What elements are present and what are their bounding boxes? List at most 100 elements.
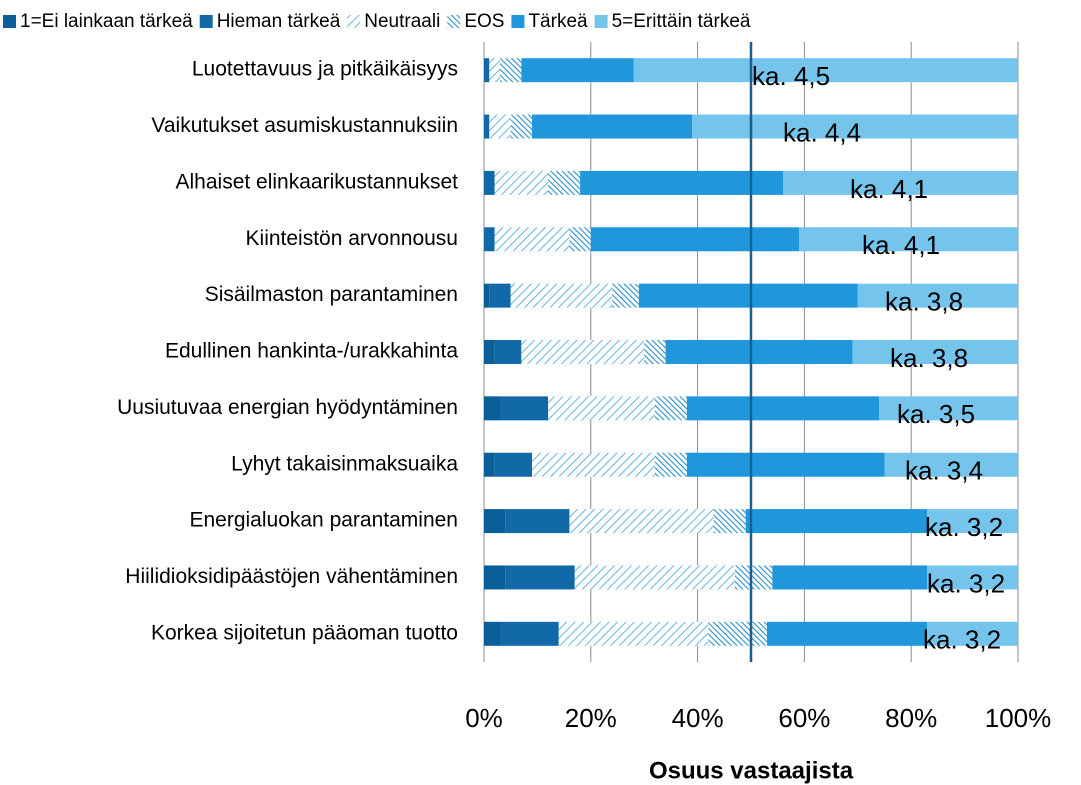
- bar-segment: [484, 114, 490, 139]
- bar-segment: [510, 283, 613, 308]
- x-tick-label: 60%: [778, 703, 830, 733]
- legend-swatch: [3, 15, 16, 28]
- bar-segment: [505, 509, 570, 534]
- bar-segment: [489, 283, 511, 308]
- bar-segment: [927, 565, 1018, 590]
- bar-segment: [500, 396, 549, 421]
- legend-label: Tärkeä: [528, 11, 588, 32]
- bar-segment: [879, 396, 1018, 421]
- bar-segment: [484, 396, 501, 421]
- legend-swatch: [199, 15, 213, 28]
- x-tick-label: 20%: [565, 703, 617, 733]
- annotation: ka. 4,5: [752, 61, 830, 91]
- bar-segment: [708, 621, 768, 646]
- annotation: ka. 3,2: [923, 625, 1001, 655]
- bar-segment: [580, 170, 784, 195]
- bar-segment: [686, 452, 885, 477]
- bar-segment: [484, 170, 495, 195]
- annotation: ka. 3,8: [890, 343, 968, 373]
- bar-segment: [767, 621, 928, 646]
- legend-swatch: [511, 15, 525, 28]
- x-tick-label: 0%: [465, 703, 503, 733]
- bar-segment: [532, 114, 693, 139]
- bar-segment: [665, 340, 853, 364]
- bar-segment: [734, 565, 773, 590]
- x-tick-label: 40%: [672, 703, 724, 733]
- legend-swatch: [594, 15, 608, 28]
- bar-segment: [686, 396, 880, 421]
- bar-segment: [489, 58, 501, 83]
- bar-segment: [783, 170, 1018, 195]
- x-axis-label: Osuus vastaajista: [649, 757, 854, 784]
- bar-segment: [484, 227, 495, 252]
- x-tick-label: 100%: [985, 703, 1052, 733]
- bar-segment: [574, 565, 735, 590]
- bar-segment: [852, 340, 1018, 364]
- annotation: ka. 4,1: [862, 230, 940, 260]
- bar-segment: [638, 283, 858, 308]
- bar-segment: [521, 340, 645, 364]
- bar-segment: [857, 283, 1018, 308]
- legend-label: Hieman tärkeä: [217, 11, 341, 32]
- bar-segment: [558, 621, 709, 646]
- bar-segment: [484, 452, 495, 477]
- bar-segment: [927, 621, 1018, 646]
- category-label: Vaikutukset asumiskustannuksiin: [151, 114, 458, 137]
- bar-segment: [548, 396, 655, 421]
- bar-segment: [569, 227, 591, 252]
- bar-segment: [500, 58, 522, 83]
- bar-segment: [590, 227, 800, 252]
- category-label: Hiilidioksidipäästöjen vähentäminen: [125, 565, 458, 588]
- bar-segment: [494, 170, 549, 195]
- legend-label: 1=Ei lainkaan tärkeä: [20, 11, 193, 32]
- bar-segment: [644, 340, 666, 364]
- bar-segment: [484, 621, 501, 646]
- bar-segment: [484, 340, 495, 364]
- bar-segment: [654, 452, 687, 477]
- category-label: Sisäilmaston parantaminen: [205, 283, 458, 306]
- bar-segment: [713, 509, 746, 534]
- annotation: ka. 3,8: [885, 287, 963, 317]
- bar-segment: [494, 227, 570, 252]
- bar-segment: [884, 452, 1018, 477]
- bar-segment: [927, 509, 1018, 534]
- category-label: Kiinteistön arvonnousu: [246, 227, 458, 250]
- legend-label: Neutraali: [364, 11, 440, 32]
- bar-segment: [633, 58, 1018, 83]
- legend-label: 5=Erittäin tärkeä: [612, 11, 751, 32]
- bar-segment: [548, 170, 581, 195]
- bar-segment: [772, 565, 928, 590]
- annotation: ka. 4,4: [783, 117, 861, 147]
- bar-segment: [505, 565, 575, 590]
- category-label: Alhaiset elinkaarikustannukset: [176, 170, 459, 193]
- bar-segment: [500, 621, 559, 646]
- bar-segment: [745, 509, 928, 534]
- annotation: ka. 3,2: [927, 568, 1005, 598]
- category-label: Energialuokan parantaminen: [189, 509, 458, 532]
- bar-segment: [654, 396, 687, 421]
- category-label: Uusiutuvaa energian hyödyntäminen: [117, 396, 458, 419]
- annotation: ka. 3,5: [897, 399, 975, 429]
- bar-segment: [510, 114, 533, 139]
- legend-swatch: [347, 15, 361, 28]
- category-label: Edullinen hankinta-/urakkahinta: [165, 340, 458, 363]
- bar-segment: [484, 509, 506, 534]
- annotation: ka. 4,1: [850, 174, 928, 204]
- bar-segment: [692, 114, 1018, 139]
- annotation: ka. 3,4: [905, 456, 983, 486]
- legend-label: EOS: [464, 11, 504, 32]
- bar-segment: [612, 283, 639, 308]
- legend-swatch: [447, 15, 461, 28]
- bar-segment: [489, 114, 511, 139]
- category-label: Lyhyt takaisinmaksuaika: [231, 452, 458, 475]
- bar-segment: [799, 227, 1018, 252]
- bar-segment: [569, 509, 714, 534]
- category-label: Luotettavuus ja pitkäikäisyys: [192, 58, 458, 81]
- category-label: Korkea sijoitetun pääoman tuotto: [151, 621, 458, 644]
- bar-segment: [484, 283, 490, 308]
- bar-segment: [484, 58, 490, 83]
- bar-segment: [532, 452, 655, 477]
- bar-segment: [494, 340, 522, 364]
